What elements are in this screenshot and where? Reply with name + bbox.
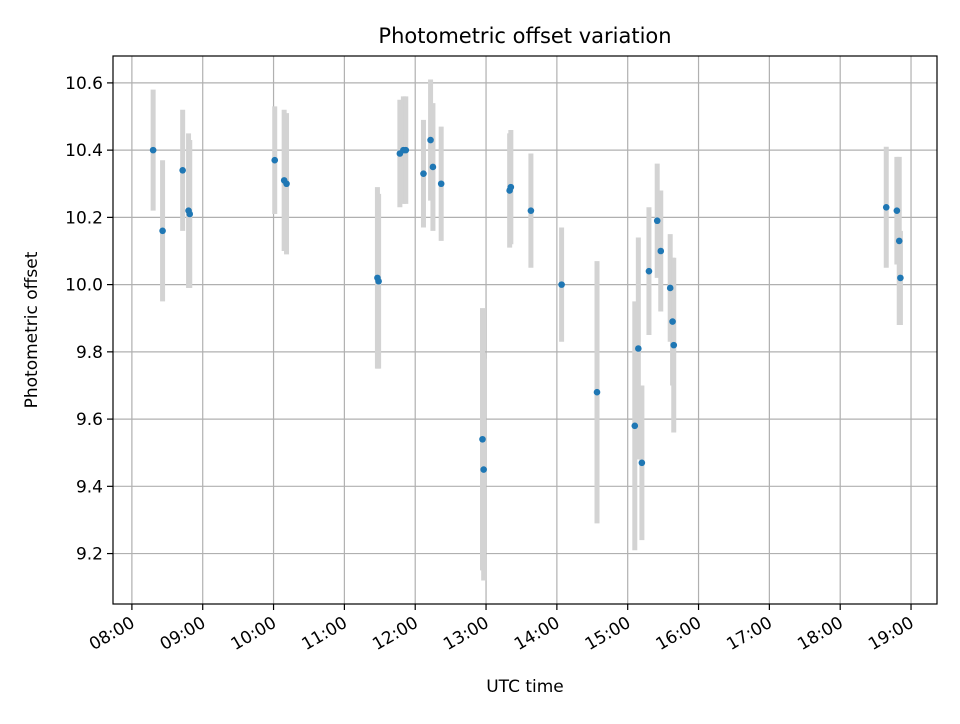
y-tick-label: 9.2 (76, 545, 103, 565)
data-point (159, 227, 166, 235)
data-point (882, 203, 890, 211)
data-point (645, 267, 653, 275)
data-point (635, 345, 642, 352)
data-point (283, 180, 290, 188)
data-point (427, 136, 434, 144)
data-point (429, 163, 437, 171)
x-axis-label: UTC time (486, 677, 564, 697)
data-point (657, 247, 665, 255)
data-point (375, 277, 382, 285)
y-tick-label: 10.0 (65, 276, 103, 296)
y-tick-label: 9.6 (76, 410, 103, 430)
y-tick-label: 10.4 (65, 141, 103, 161)
data-point (527, 207, 535, 214)
data-point (893, 207, 901, 214)
data-point (179, 167, 186, 174)
data-point (895, 237, 903, 245)
y-tick-label: 9.4 (76, 477, 103, 497)
data-point (558, 281, 565, 288)
data-point (638, 459, 646, 467)
data-point (437, 180, 445, 188)
data-point (653, 217, 661, 225)
data-point (479, 435, 486, 443)
data-point (507, 183, 515, 191)
y-tick-label: 9.8 (76, 343, 103, 363)
data-point (669, 318, 676, 325)
y-axis-label: Photometric offset (22, 251, 42, 408)
data-point (631, 422, 639, 430)
data-point (420, 170, 427, 177)
chart-title: Photometric offset variation (378, 24, 671, 48)
data-point (149, 146, 157, 154)
data-point (666, 284, 674, 292)
data-point (271, 156, 279, 164)
plot-frame (112, 55, 938, 605)
data-point (186, 210, 194, 218)
data-points (149, 136, 904, 473)
grid (113, 56, 937, 604)
data-point (480, 466, 487, 473)
y-tick-label: 10.2 (65, 208, 103, 228)
data-point (670, 341, 678, 349)
y-tick-label: 10.6 (65, 74, 103, 94)
data-point (897, 274, 904, 282)
data-point (593, 388, 601, 396)
data-point (402, 146, 410, 154)
